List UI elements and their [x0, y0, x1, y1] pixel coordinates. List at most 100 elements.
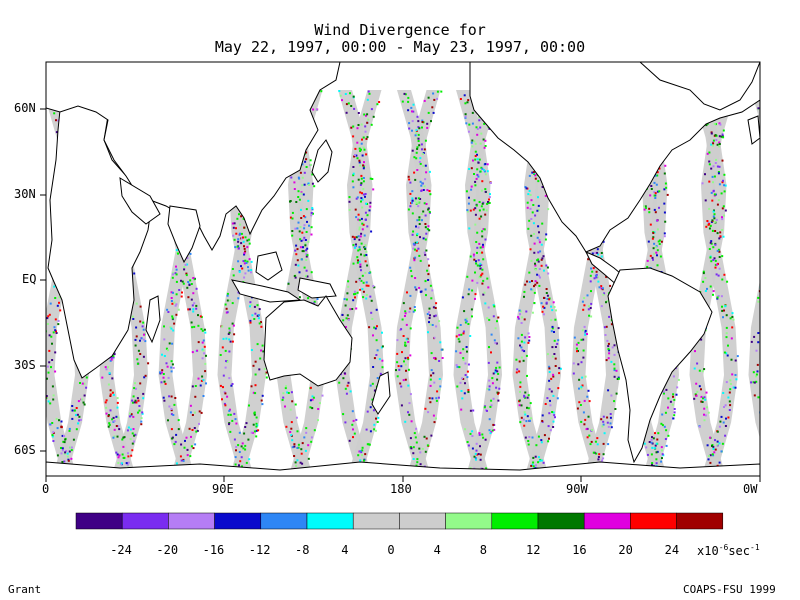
divergence-cell [435, 302, 438, 305]
divergence-cell [247, 438, 250, 441]
colorbar-tick-label: 24 [664, 543, 680, 557]
divergence-cell [416, 232, 419, 235]
divergence-cell [525, 354, 528, 357]
divergence-cell [537, 204, 540, 207]
divergence-cell [237, 240, 240, 243]
divergence-cell [243, 226, 246, 229]
divergence-cell [404, 357, 407, 360]
divergence-cell [440, 348, 443, 351]
divergence-cell [285, 385, 288, 388]
divergence-cell [587, 389, 590, 392]
divergence-cell [484, 188, 487, 191]
divergence-cell [436, 90, 439, 93]
divergence-cell [300, 192, 303, 195]
divergence-cell [197, 341, 200, 344]
divergence-cell [185, 272, 188, 275]
divergence-cell [304, 244, 307, 247]
divergence-cell [591, 429, 593, 432]
divergence-cell [243, 252, 246, 255]
divergence-cell [556, 397, 559, 400]
divergence-cell [191, 414, 194, 416]
divergence-cell [180, 459, 183, 462]
divergence-cell [361, 206, 364, 209]
divergence-cell [465, 320, 468, 323]
divergence-cell [355, 216, 358, 219]
divergence-cell [643, 208, 646, 211]
divergence-cell [774, 153, 776, 155]
divergence-cell [480, 274, 483, 277]
divergence-cell [467, 363, 470, 366]
divergence-cell [413, 306, 416, 308]
divergence-cell [460, 408, 463, 411]
divergence-cell [712, 139, 715, 142]
divergence-cell [750, 340, 753, 343]
divergence-cell [352, 244, 355, 247]
divergence-cell [663, 425, 666, 428]
divergence-cell [523, 318, 526, 321]
divergence-cell [609, 422, 612, 425]
divergence-cell [254, 384, 257, 387]
divergence-cell [353, 155, 356, 158]
divergence-cell [58, 296, 61, 299]
divergence-cell [244, 448, 247, 451]
divergence-cell [260, 321, 262, 324]
divergence-cell [650, 188, 653, 190]
divergence-cell [177, 419, 180, 422]
divergence-cell [716, 297, 719, 300]
divergence-cell [597, 280, 600, 283]
divergence-cell [422, 165, 425, 167]
divergence-cell [417, 200, 420, 203]
divergence-cell [779, 155, 781, 157]
divergence-cell [415, 225, 417, 228]
divergence-cell [367, 90, 370, 93]
divergence-cell [734, 386, 737, 389]
divergence-cell [54, 351, 57, 354]
divergence-cell [244, 272, 247, 275]
divergence-cell [524, 413, 527, 416]
divergence-cell [424, 253, 427, 256]
divergence-cell [409, 307, 412, 310]
divergence-cell [253, 305, 256, 308]
divergence-cell [762, 399, 764, 401]
divergence-cell [175, 265, 177, 268]
divergence-cell [237, 297, 240, 300]
divergence-cell [552, 426, 555, 428]
divergence-cell [486, 388, 489, 390]
divergence-cell [723, 273, 726, 276]
divergence-cell [606, 416, 609, 419]
colorbar-tick-label: 20 [618, 543, 633, 557]
divergence-cell [456, 365, 459, 368]
divergence-cell [592, 267, 595, 270]
divergence-cell [113, 420, 116, 422]
divergence-cell [61, 461, 64, 463]
divergence-cell [763, 314, 765, 316]
divergence-cell [366, 264, 369, 267]
divergence-cell [412, 446, 415, 449]
divergence-cell [471, 315, 473, 318]
divergence-cell [233, 333, 236, 336]
divergence-cell [414, 241, 417, 244]
divergence-cell [428, 397, 431, 400]
divergence-cell [189, 279, 192, 282]
divergence-cell [234, 456, 237, 459]
divergence-cell [711, 175, 714, 178]
divergence-cell [519, 344, 521, 347]
divergence-cell [60, 420, 63, 423]
divergence-cell [296, 259, 299, 262]
divergence-cell [242, 217, 245, 220]
divergence-cell [707, 411, 710, 414]
divergence-cell [520, 322, 523, 324]
divergence-cell [479, 453, 482, 456]
divergence-cell [60, 452, 63, 455]
divergence-cell [706, 406, 708, 409]
divergence-cell [172, 273, 174, 276]
divergence-cell [526, 374, 528, 377]
divergence-cell [667, 397, 670, 400]
divergence-cell [190, 321, 193, 324]
divergence-cell [359, 450, 362, 453]
divergence-cell [139, 305, 142, 308]
divergence-cell [714, 123, 717, 126]
colorbar-swatch [168, 512, 215, 530]
divergence-cell [201, 375, 204, 378]
